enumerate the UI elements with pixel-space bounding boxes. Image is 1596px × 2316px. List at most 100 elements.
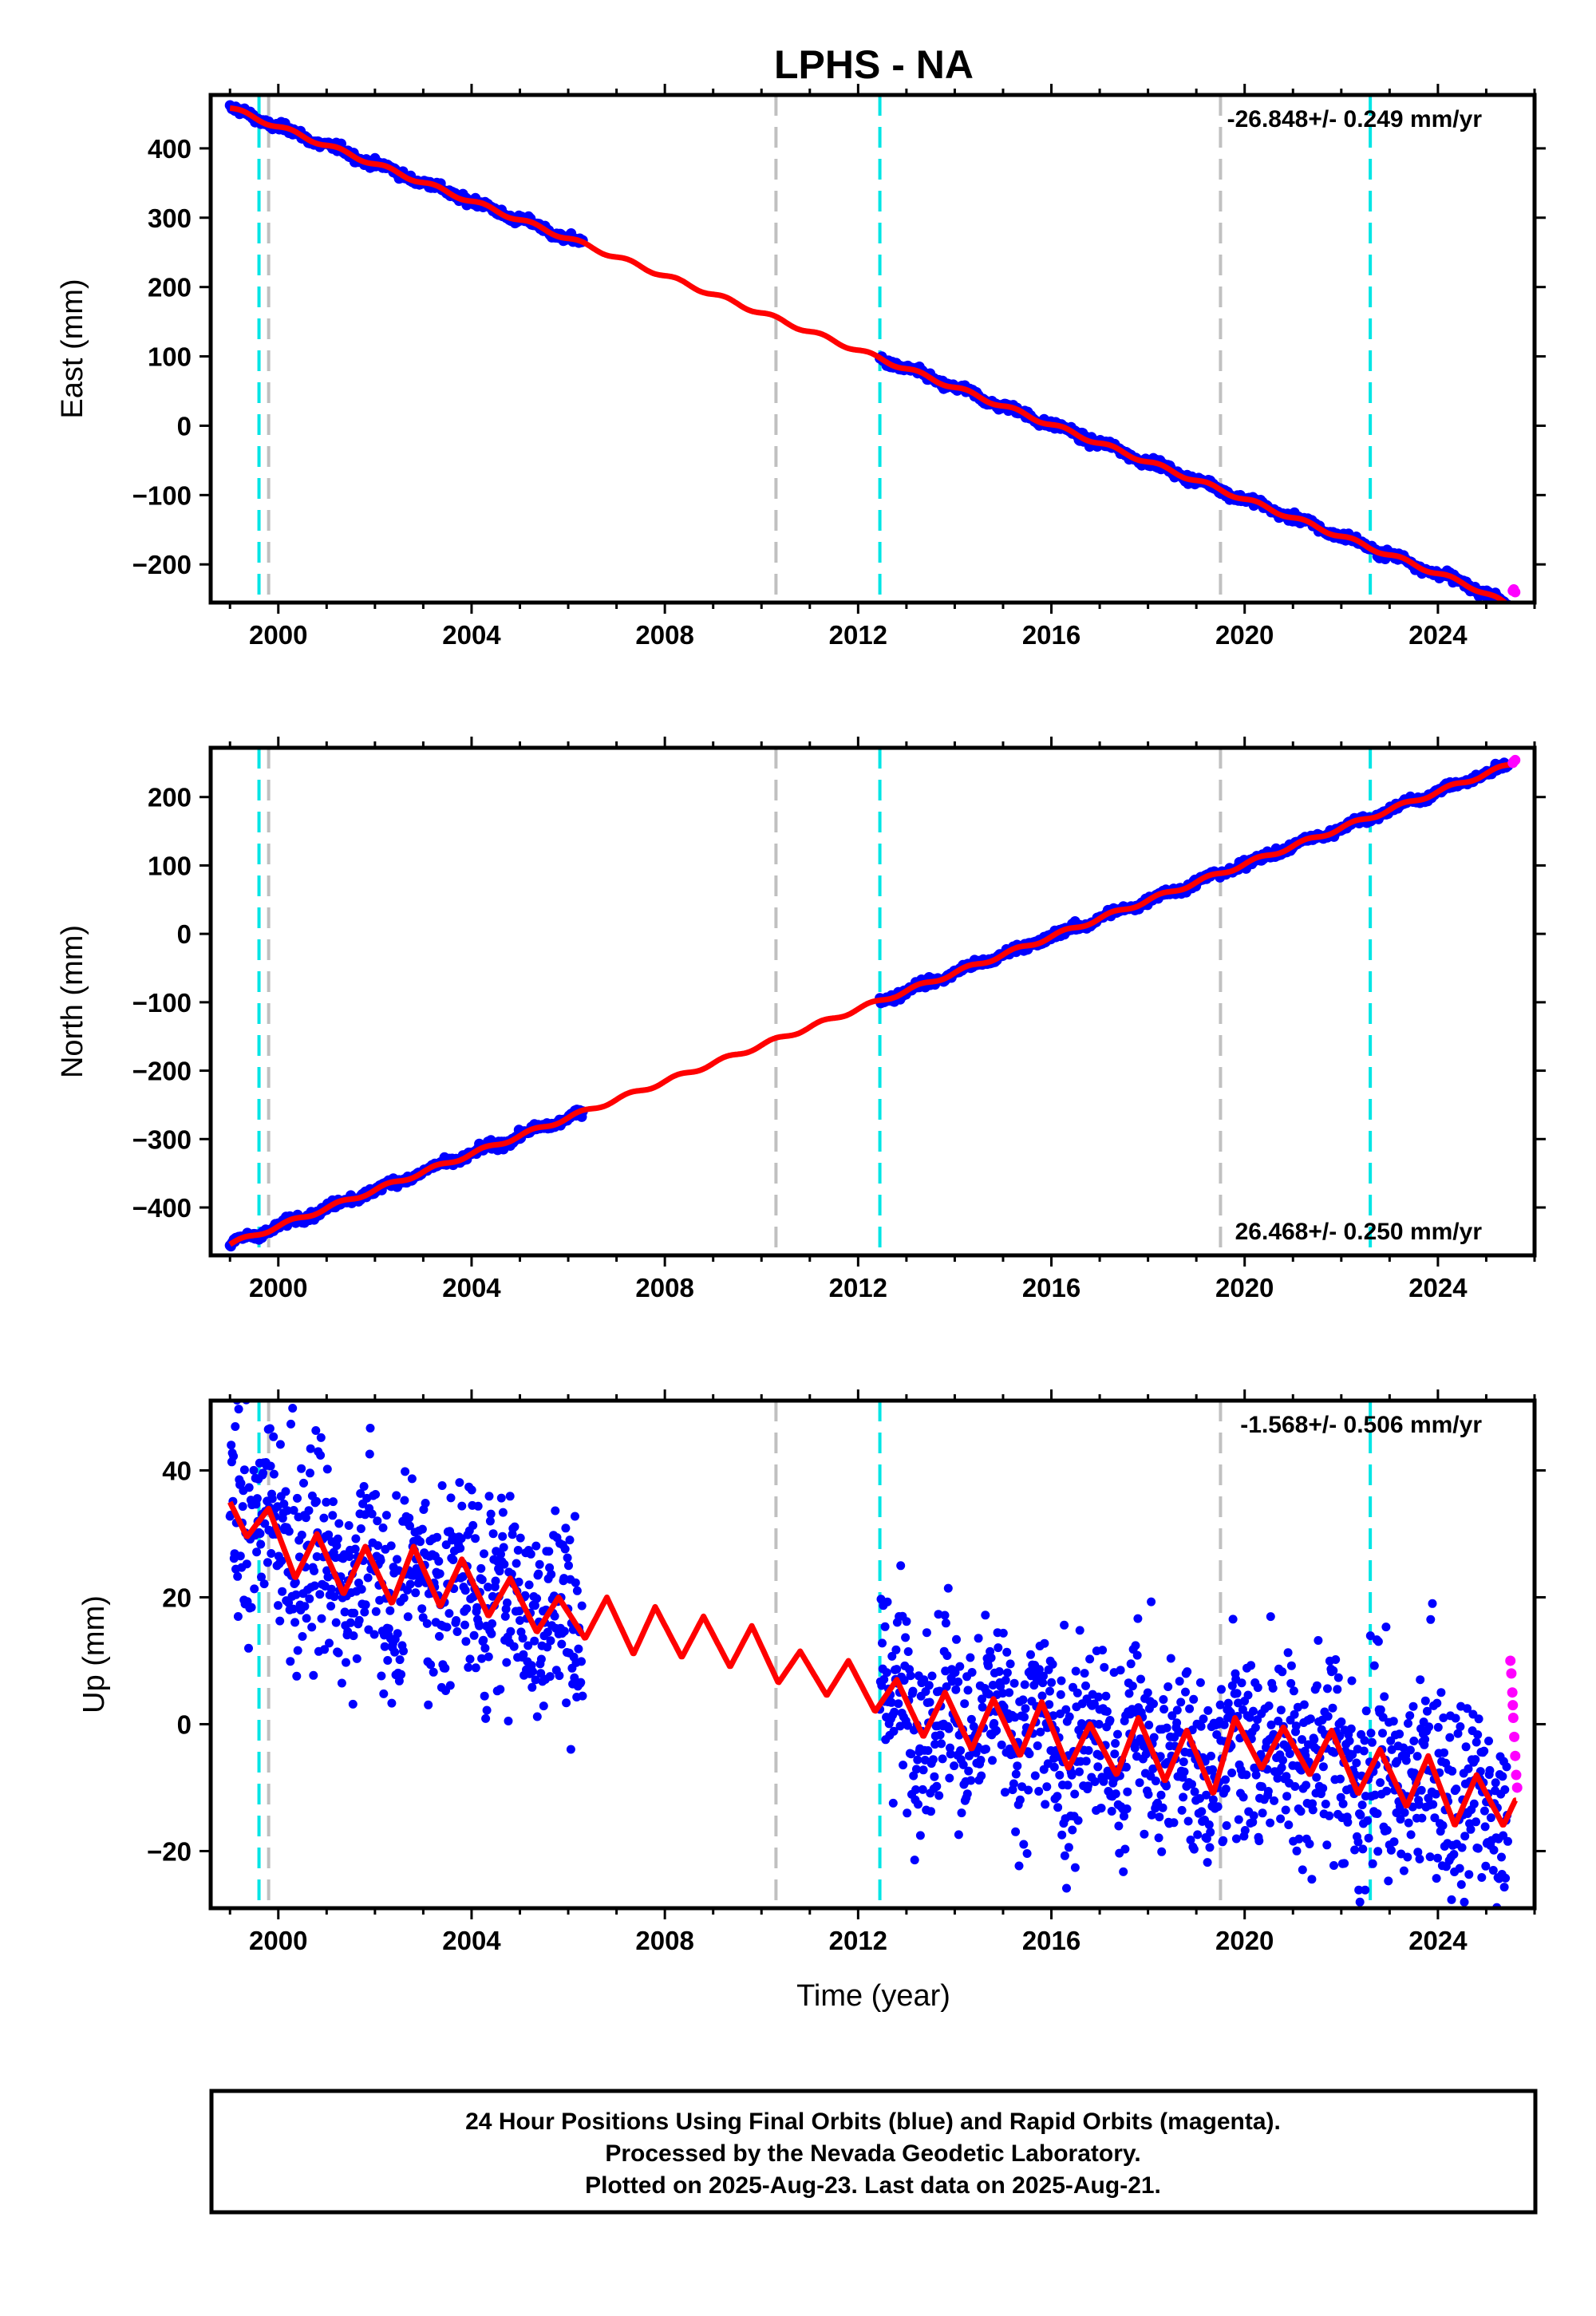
up-final-point: [460, 1620, 469, 1630]
up-final-point: [1453, 1729, 1463, 1738]
up-final-point: [1270, 1796, 1279, 1805]
up-final-point: [1386, 1845, 1396, 1855]
up-final-point: [371, 1607, 381, 1616]
up-final-point: [277, 1556, 286, 1566]
up-final-point: [963, 1686, 973, 1695]
up-rapid-point: [1511, 1769, 1522, 1780]
up-x-tick-label: 2004: [442, 1926, 501, 1955]
up-final-point: [1266, 1818, 1275, 1828]
up-final-point: [1245, 1713, 1254, 1722]
up-final-point: [911, 1765, 921, 1774]
up-final-point: [1136, 1674, 1145, 1684]
up-final-point: [1196, 1721, 1206, 1731]
up-final-point: [1329, 1666, 1338, 1675]
up-final-point: [1206, 1828, 1215, 1837]
up-rapid-point: [1507, 1713, 1519, 1723]
east-y-tick-label: 0: [177, 411, 192, 441]
up-final-point: [1291, 1721, 1301, 1731]
up-final-point: [1155, 1812, 1164, 1822]
up-final-point: [1356, 1810, 1365, 1820]
up-final-point: [997, 1740, 1006, 1749]
up-final-point: [918, 1784, 927, 1794]
up-final-point: [1094, 1692, 1103, 1701]
footer-frame: [209, 2089, 1538, 2215]
up-final-point: [1328, 1703, 1337, 1713]
footer-line-2: Processed by the Nevada Geodetic Laborat…: [605, 2140, 1140, 2167]
up-final-point: [559, 1626, 569, 1636]
up-final-point: [942, 1651, 952, 1660]
up-final-point: [1298, 1865, 1307, 1875]
east-y-tick-label: 100: [148, 342, 192, 372]
up-final-point: [364, 1625, 373, 1634]
up-x-tick-label: 2012: [829, 1926, 887, 1955]
up-final-point: [1432, 1698, 1442, 1708]
up-final-point: [571, 1578, 580, 1587]
up-final-point: [1307, 1875, 1317, 1884]
up-final-point: [340, 1607, 350, 1617]
up-final-point: [539, 1701, 548, 1711]
up-final-point: [235, 1551, 245, 1561]
up-final-point: [942, 1682, 951, 1691]
up-final-point: [457, 1501, 467, 1511]
up-final-point: [1481, 1861, 1491, 1871]
up-final-point: [320, 1645, 330, 1654]
up-final-point: [1100, 1662, 1109, 1672]
up-final-point: [1354, 1885, 1364, 1895]
up-final-point: [385, 1606, 395, 1615]
up-final-point: [1289, 1686, 1298, 1696]
up-final-point: [1263, 1787, 1273, 1796]
up-final-point: [1376, 1705, 1385, 1714]
up-final-point: [1005, 1659, 1015, 1669]
east-x-tick-label: 2008: [635, 620, 693, 650]
up-final-point: [1430, 1813, 1440, 1823]
up-x-tick-label: 2000: [249, 1926, 307, 1955]
up-final-point: [322, 1464, 332, 1474]
up-final-point: [1243, 1690, 1253, 1700]
up-final-point: [293, 1646, 302, 1655]
up-final-point: [930, 1740, 940, 1749]
up-final-point: [1128, 1682, 1137, 1691]
up-final-point: [360, 1607, 369, 1617]
up-final-point: [1107, 1807, 1116, 1816]
up-final-point: [1484, 1737, 1493, 1745]
up-final-point: [1047, 1678, 1057, 1687]
up-final-point: [952, 1634, 961, 1644]
up-final-point: [536, 1654, 546, 1664]
up-panel: 2000 2004 2008 2012 2016 2020 2024 −20 0 20 40 Up (…: [77, 1389, 1546, 2013]
up-final-point: [1373, 1809, 1382, 1818]
up-final-point: [1257, 1782, 1266, 1792]
up-final-point: [480, 1643, 490, 1653]
up-final-point: [1414, 1800, 1424, 1809]
up-final-point: [1034, 1787, 1044, 1796]
up-final-point: [306, 1468, 314, 1478]
up-final-point: [378, 1523, 388, 1532]
up-final-point: [1363, 1816, 1373, 1825]
up-final-point: [1111, 1739, 1120, 1748]
up-final-point: [435, 1569, 444, 1579]
up-final-point: [546, 1636, 555, 1646]
up-final-point: [1251, 1770, 1261, 1780]
north-panel: 2000 2004 2008 2012 2016 2020 2024−400−300−200…: [56, 737, 1546, 1302]
up-final-point: [944, 1724, 954, 1733]
up-final-point: [1110, 1749, 1120, 1759]
up-final-point: [1486, 1813, 1495, 1823]
up-final-point: [324, 1530, 334, 1539]
up-final-point: [1014, 1861, 1024, 1871]
up-final-point: [1186, 1836, 1195, 1844]
up-final-point: [267, 1549, 276, 1558]
up-final-point: [1009, 1779, 1018, 1788]
up-final-point: [922, 1628, 931, 1638]
up-final-point: [1499, 1883, 1509, 1892]
up-final-point: [1466, 1824, 1476, 1834]
up-final-point: [950, 1668, 960, 1678]
up-final-point: [1488, 1932, 1497, 1941]
up-final-point: [1228, 1614, 1238, 1624]
up-final-point: [1314, 1636, 1323, 1645]
up-final-point: [1057, 1676, 1066, 1686]
up-final-point: [1149, 1699, 1158, 1709]
up-final-point: [1158, 1803, 1167, 1812]
up-final-point: [499, 1543, 508, 1552]
up-final-point: [442, 1622, 452, 1632]
up-final-point: [1376, 1778, 1385, 1788]
up-final-point: [1264, 1701, 1274, 1710]
